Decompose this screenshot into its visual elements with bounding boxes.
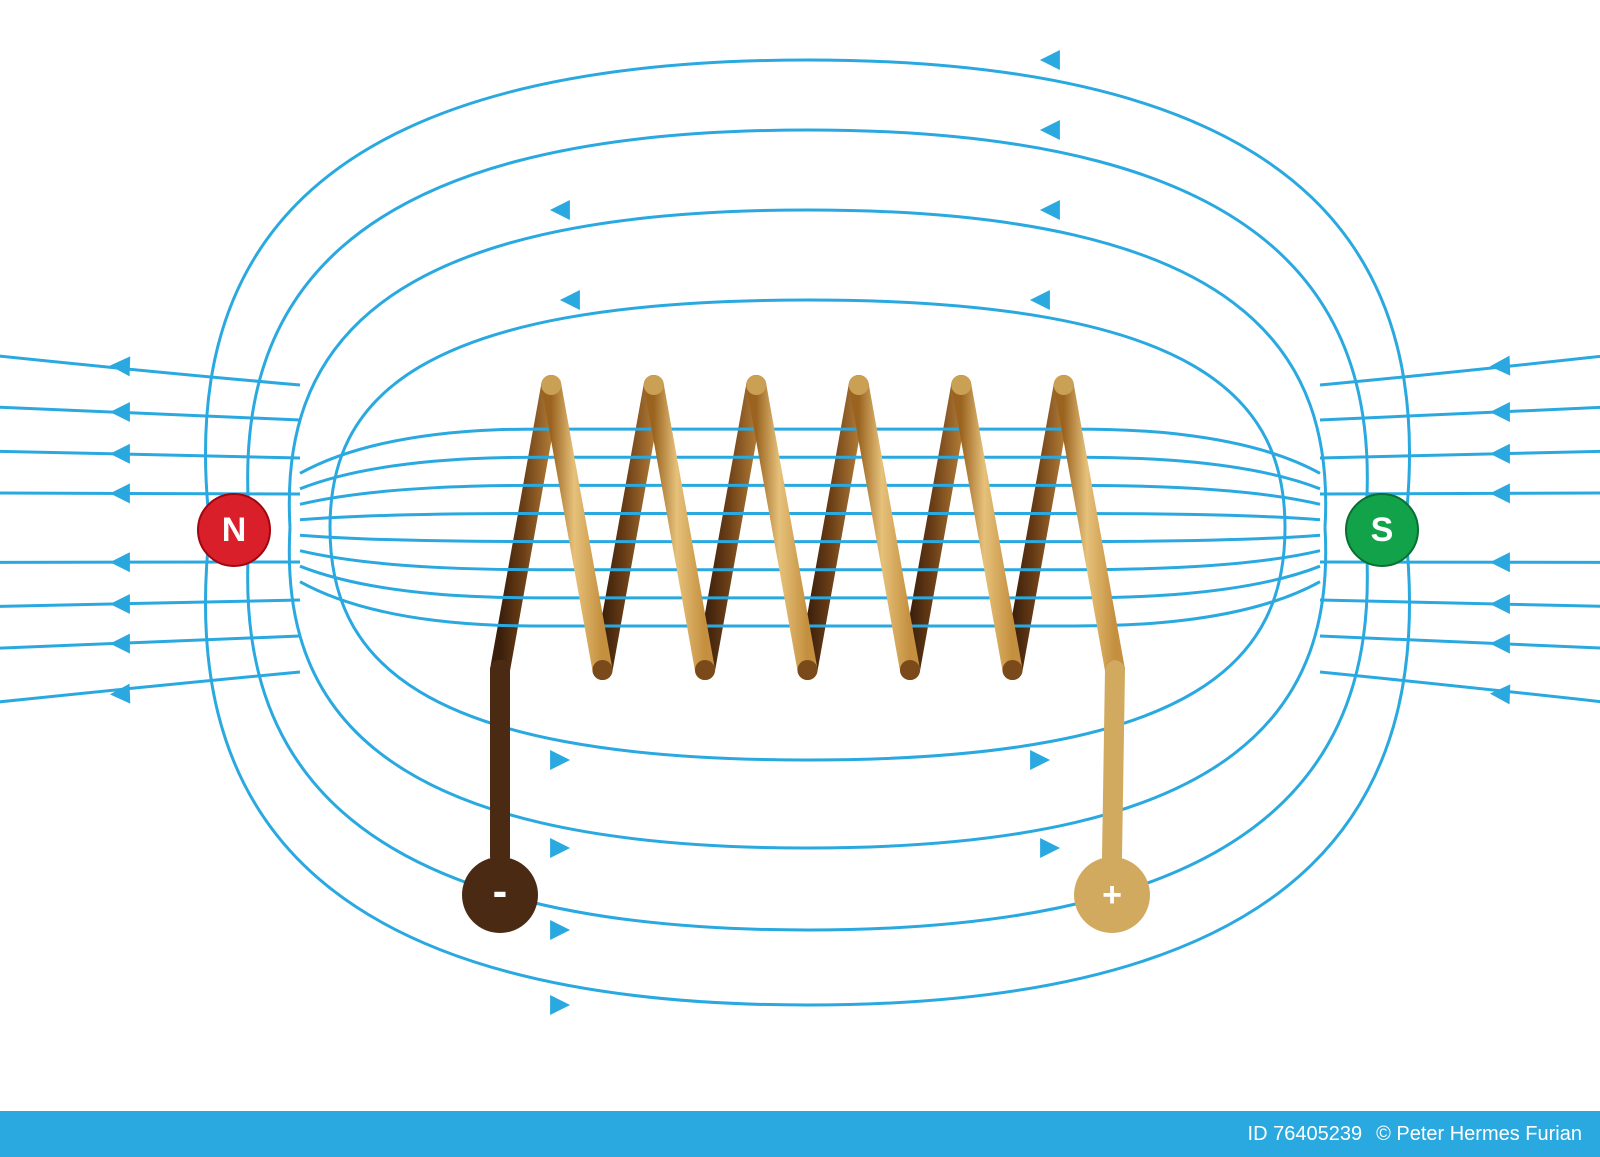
- footer-bar: ID 76405239 © Peter Hermes Furian: [0, 1111, 1600, 1157]
- copyright-text: © Peter Hermes Furian: [1376, 1123, 1582, 1146]
- svg-text:S: S: [1371, 511, 1394, 549]
- diagram-stage: -+ NS ID 76405239 © Peter Hermes Furian: [0, 0, 1600, 1157]
- svg-text:N: N: [222, 511, 247, 549]
- solenoid-diagram-svg: -+ NS: [0, 0, 1600, 1157]
- inner-field-lines: [300, 429, 1320, 626]
- svg-text:-: -: [493, 867, 508, 916]
- image-id-text: ID 76405239: [1248, 1123, 1363, 1146]
- pole-markers: NS: [198, 494, 1418, 566]
- coil-terminals: -+: [462, 670, 1150, 933]
- svg-text:+: +: [1102, 876, 1122, 914]
